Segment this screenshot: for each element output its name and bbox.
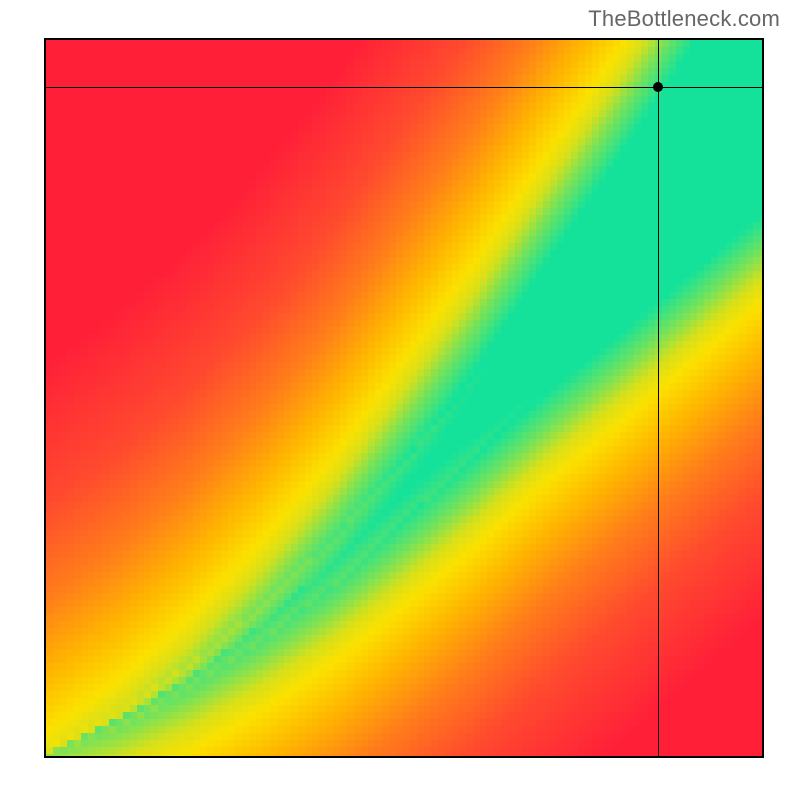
heatmap-plot [44, 38, 764, 758]
heatmap-canvas [46, 40, 762, 756]
crosshair-vertical [658, 40, 659, 756]
watermark-label: TheBottleneck.com [588, 6, 780, 32]
marker-point [653, 82, 663, 92]
